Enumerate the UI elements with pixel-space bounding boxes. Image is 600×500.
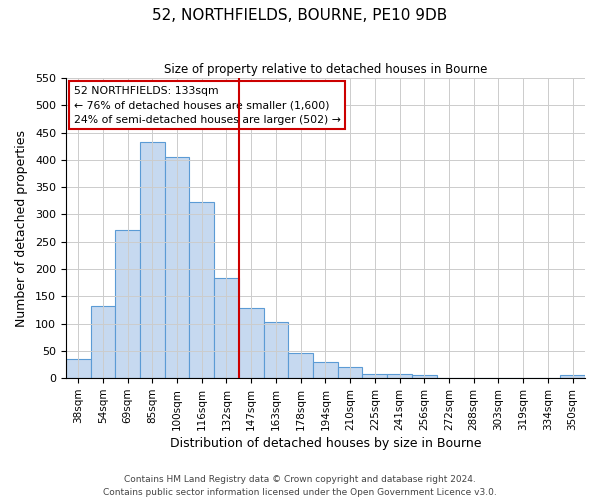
Bar <box>362 374 387 378</box>
Bar <box>239 308 263 378</box>
Bar <box>412 376 437 378</box>
Text: 52 NORTHFIELDS: 133sqm
← 76% of detached houses are smaller (1,600)
24% of semi-: 52 NORTHFIELDS: 133sqm ← 76% of detached… <box>74 86 340 125</box>
Bar <box>387 374 412 378</box>
Bar <box>140 142 164 378</box>
Bar <box>91 306 115 378</box>
Bar <box>338 368 362 378</box>
Title: Size of property relative to detached houses in Bourne: Size of property relative to detached ho… <box>164 62 487 76</box>
Bar <box>164 157 190 378</box>
Bar <box>190 202 214 378</box>
Bar <box>66 359 91 378</box>
Bar <box>313 362 338 378</box>
Text: 52, NORTHFIELDS, BOURNE, PE10 9DB: 52, NORTHFIELDS, BOURNE, PE10 9DB <box>152 8 448 22</box>
X-axis label: Distribution of detached houses by size in Bourne: Distribution of detached houses by size … <box>170 437 481 450</box>
Bar <box>560 376 585 378</box>
Text: Contains HM Land Registry data © Crown copyright and database right 2024.
Contai: Contains HM Land Registry data © Crown c… <box>103 476 497 497</box>
Bar <box>263 322 289 378</box>
Bar <box>115 230 140 378</box>
Bar <box>289 353 313 378</box>
Bar <box>214 278 239 378</box>
Y-axis label: Number of detached properties: Number of detached properties <box>15 130 28 326</box>
